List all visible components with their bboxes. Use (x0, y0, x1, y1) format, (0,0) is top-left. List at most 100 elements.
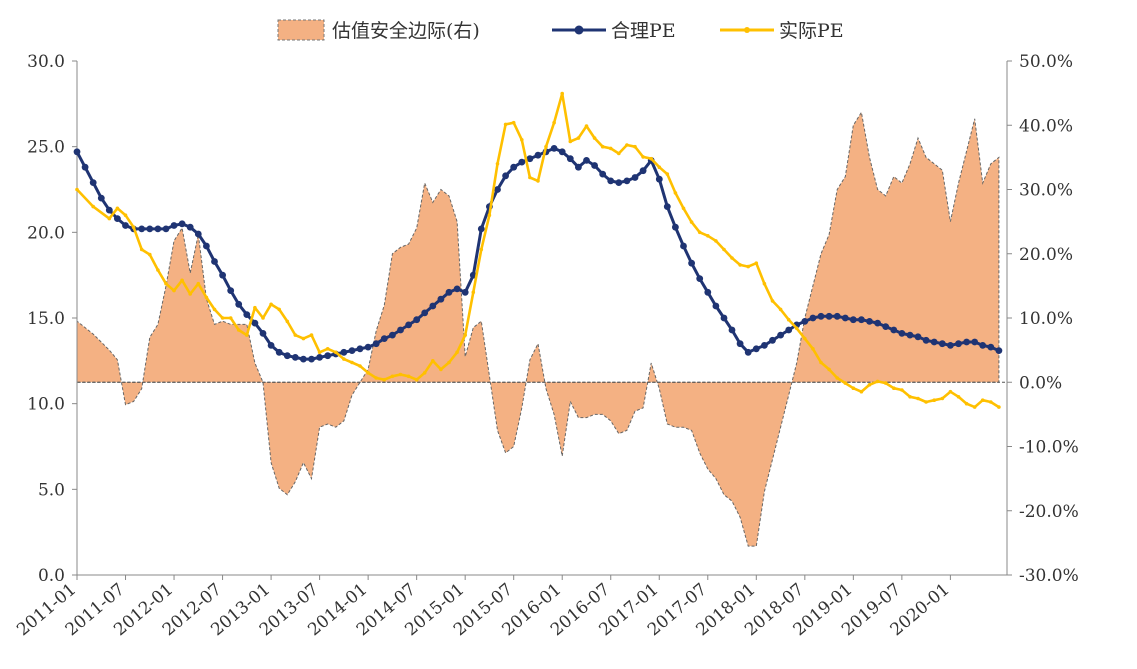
fair-pe-point (930, 338, 938, 346)
legend-label-fair-pe: 合理PE (611, 20, 676, 42)
fair-pe-point (413, 316, 421, 324)
y-right-tick-label: 50.0% (1019, 52, 1073, 72)
fair-pe-point (558, 148, 566, 156)
actual-pe-point (455, 350, 459, 355)
actual-pe-point (212, 307, 217, 312)
fair-pe-point (194, 230, 202, 238)
fair-pe-point (97, 194, 105, 202)
fair-pe-point (971, 338, 979, 346)
actual-pe-point (681, 206, 686, 211)
fair-pe-point (364, 343, 372, 351)
fair-pe-point (227, 287, 235, 294)
fair-pe-point (235, 300, 243, 308)
actual-pe-point (657, 165, 662, 169)
fair-pe-point (631, 174, 639, 181)
fair-pe-point (744, 348, 752, 356)
actual-pe-point (689, 220, 694, 224)
fair-pe-point (955, 340, 962, 348)
actual-pe-point (980, 398, 985, 403)
actual-pe-point (334, 350, 338, 355)
actual-pe-point (916, 396, 920, 401)
fair-pe-point (170, 222, 178, 229)
actual-pe-point (964, 401, 969, 406)
y-left-tick-label: 5.0 (38, 480, 65, 500)
actual-pe-point (576, 136, 581, 140)
fair-pe-point (906, 331, 914, 339)
fair-pe-point (308, 355, 315, 363)
fair-pe-point (421, 309, 429, 317)
fair-pe-point (203, 242, 210, 250)
fair-pe-point (809, 314, 817, 322)
fair-pe-point (841, 314, 849, 322)
actual-pe-point (851, 386, 856, 391)
actual-pe-point (924, 400, 928, 404)
fair-pe-point (429, 302, 437, 310)
fair-pe-point (963, 338, 970, 346)
actual-pe-point (633, 144, 637, 149)
actual-pe-point (811, 347, 815, 351)
fair-pe-point (81, 163, 89, 171)
actual-pe-point (835, 376, 839, 380)
actual-pe-point (406, 374, 411, 379)
actual-pe-point (997, 405, 1001, 409)
actual-pe-point (665, 172, 670, 176)
actual-pe-point (754, 261, 759, 266)
actual-pe-point (697, 230, 702, 235)
actual-pe-point (342, 357, 346, 361)
actual-pe-point (382, 377, 387, 382)
actual-pe-point (649, 156, 653, 161)
actual-pe-point (528, 175, 532, 180)
legend-swatch-margin (277, 19, 325, 41)
fair-pe-point (372, 340, 380, 348)
actual-pe-point (487, 213, 492, 217)
actual-pe-point (714, 239, 718, 243)
y-right-tick-label: 30.0% (1019, 181, 1073, 201)
fair-pe-point (89, 179, 97, 187)
fair-pe-point (858, 316, 865, 324)
actual-pe-point (544, 144, 548, 149)
y-right-tick-label: -20.0% (1019, 502, 1079, 522)
fair-pe-point (849, 316, 857, 324)
y-right-tick-label: 20.0% (1019, 245, 1073, 265)
margin-area (76, 111, 1000, 547)
actual-pe-point (503, 122, 508, 127)
fair-pe-point (73, 148, 81, 156)
actual-pe-point (390, 374, 395, 379)
fair-pe-point (704, 288, 712, 296)
fair-pe-point (267, 342, 275, 349)
y-right-tick-label: 10.0% (1019, 309, 1073, 329)
actual-pe-point (641, 155, 645, 159)
actual-pe-point (293, 333, 298, 337)
actual-pe-point (131, 225, 136, 229)
fair-pe-point (154, 225, 162, 233)
actual-pe-point (107, 216, 112, 221)
actual-pe-point (447, 360, 451, 365)
fair-pe-point (300, 355, 307, 363)
actual-pe-point (673, 191, 678, 195)
fair-pe-point (882, 323, 890, 330)
actual-pe-point (374, 376, 379, 380)
actual-pe-point (617, 151, 621, 156)
actual-pe-point (180, 278, 184, 283)
fair-pe-point (259, 330, 267, 337)
fair-pe-point (688, 259, 695, 267)
actual-pe-point (366, 371, 370, 375)
fair-pe-point (283, 352, 291, 360)
fair-pe-point (898, 330, 906, 337)
actual-pe-point (940, 396, 945, 401)
actual-pe-point (253, 305, 257, 310)
fair-pe-point (947, 342, 954, 349)
fair-pe-point (219, 271, 227, 279)
actual-pe-point (261, 316, 265, 320)
fair-pe-point (987, 343, 995, 351)
fair-pe-point (380, 335, 388, 342)
fair-pe-point (138, 225, 146, 233)
y-left-tick-label: 30.0 (27, 52, 65, 72)
actual-pe-point (900, 388, 904, 392)
actual-pe-point (746, 264, 750, 269)
fair-pe-point (510, 163, 518, 171)
fair-pe-point (777, 331, 784, 339)
fair-pe-point (437, 295, 445, 303)
fair-pe-point (922, 336, 930, 344)
